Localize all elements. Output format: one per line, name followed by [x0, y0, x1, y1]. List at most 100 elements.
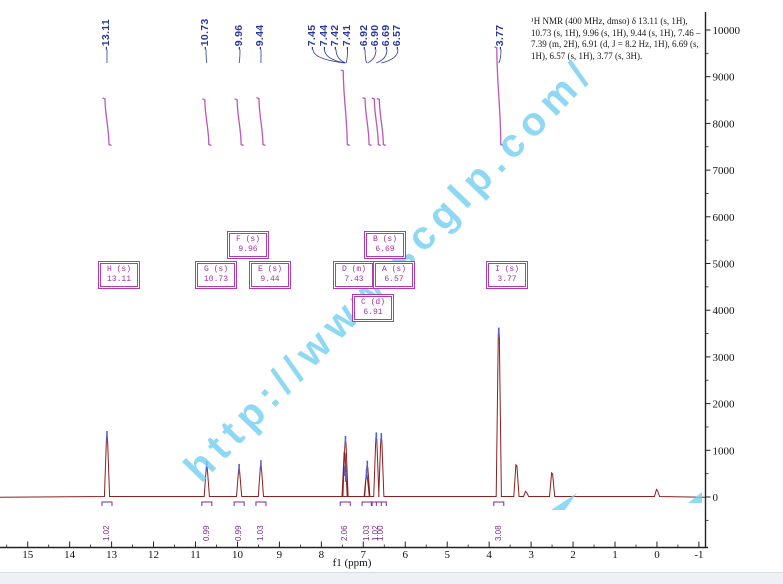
assignment-box-I: I (s) 3.77: [486, 261, 528, 289]
y-axis-tick-label: 1000: [713, 445, 736, 457]
x-axis-tick-label: 7: [361, 549, 367, 561]
nmr-annotation-text: ¹H NMR (400 MHz, dmso) δ 13.11 (s, 1H), …: [531, 16, 701, 62]
assignment-id-label: B (s): [372, 235, 397, 244]
x-axis-tick-label: 11: [190, 549, 201, 561]
assignment-id-label: C (d): [360, 298, 385, 307]
peak-shift-label: -10.73: [199, 18, 211, 50]
integral-curve: [494, 46, 504, 147]
integral-curve: [202, 98, 212, 147]
assignment-box-D: D (m) 7.43: [333, 261, 375, 289]
peak-label-leader: [367, 49, 377, 64]
peak-shift-label: -13.11: [100, 19, 112, 50]
assignment-shift-value: 6.69: [375, 245, 395, 254]
integral-value-label: 1.00: [376, 525, 386, 541]
y-axis-tick-label: 9000: [713, 72, 736, 84]
peak-shift-label: -7.44: [317, 24, 330, 50]
y-axis-tick-label: 7000: [713, 165, 736, 177]
x-axis-tick-label: 13: [106, 549, 118, 561]
peak-shift-label: -9.96: [233, 24, 245, 50]
assignment-id-label: F (s): [235, 235, 260, 244]
y-axis-tick-label: 4000: [713, 305, 736, 317]
peak-label-leader: [345, 49, 348, 64]
integral-region-bracket: [493, 501, 505, 506]
assignment-id-label: I (s): [494, 265, 519, 274]
peak-label-leader: [381, 49, 399, 64]
integral-value-label: 3.08: [493, 525, 503, 541]
x-axis-tick-label: 15: [22, 549, 34, 561]
watermark-fragment: [688, 492, 702, 503]
peak-label-leader: [324, 49, 345, 64]
integral-curve: [340, 69, 351, 147]
peak-label-leader: [312, 49, 345, 64]
x-axis-tick-label: 6: [403, 549, 409, 561]
x-axis-tick-label: -1: [694, 549, 703, 561]
peak-shift-label: -7.45: [306, 24, 318, 50]
x-axis-tick-label: 3: [528, 549, 534, 561]
assignment-box-G: G (s) 10.73: [195, 261, 237, 289]
x-axis-tick-label: 1: [612, 549, 618, 561]
y-axis-tick-label: 6000: [713, 212, 736, 224]
integral-curve: [256, 96, 266, 147]
x-axis-tick-label: 0: [654, 549, 660, 561]
peak-label-leader: [238, 49, 241, 64]
integral-region-bracket: [361, 501, 373, 506]
integral-curve: [234, 98, 244, 147]
integral-value-label: 0.99: [234, 525, 244, 541]
integral-curve: [102, 97, 112, 147]
peak-label-leader: [335, 49, 346, 64]
nmr-trace: [0, 332, 706, 498]
assignment-box-F: F (s) 9.96: [227, 231, 269, 259]
x-axis-tick-label: 10: [232, 549, 244, 561]
assignment-shift-value: 6.57: [384, 275, 404, 284]
y-axis-tick-label: 0: [713, 492, 719, 504]
x-axis-tick-label: 12: [148, 549, 159, 561]
y-axis-tick-label: 2000: [713, 399, 736, 411]
x-axis-tick-label: 5: [444, 549, 450, 561]
y-axis-tick-label: 8000: [713, 118, 736, 130]
assignment-shift-value: 9.96: [238, 245, 258, 254]
peak-label-leader: [205, 49, 208, 64]
peak-shift-label: -7.41: [340, 24, 353, 50]
assignment-shift-value: 13.11: [106, 275, 131, 284]
peak-label-leader: [364, 49, 368, 64]
integral-region-bracket: [201, 501, 213, 506]
assignment-box-C: C (d) 6.91: [352, 294, 394, 322]
y-axis-tick-label: 3000: [713, 352, 736, 364]
integral-value-label: 0.99: [201, 525, 211, 541]
integral-value-label: 1.02: [101, 525, 111, 541]
integral-region-bracket: [255, 501, 267, 506]
peak-label-leader: [498, 49, 502, 64]
assignment-box-H: H (s) 13.11: [98, 261, 140, 289]
peak-shift-label: -9.44: [254, 24, 266, 50]
y-axis-tick-label: 10000: [713, 25, 741, 37]
integral-curve: [376, 97, 387, 147]
assignment-box-B: B (s) 6.69: [364, 231, 406, 259]
x-axis-tick-label: 9: [277, 549, 283, 561]
x-axis-tick-label: 14: [64, 549, 76, 561]
integral-value-label: 1.03: [255, 525, 265, 541]
bottom-status-strip: [0, 572, 783, 584]
x-axis-tick-label: 4: [486, 549, 492, 561]
assignment-shift-value: 6.91: [363, 308, 383, 317]
y-axis-tick-label: 5000: [713, 259, 736, 271]
assignment-shift-value: 9.44: [260, 275, 280, 284]
integral-region-bracket: [375, 501, 387, 506]
assignment-box-E: E (s) 9.44: [249, 261, 291, 289]
peak-shift-label: -7.42: [329, 24, 341, 50]
assignment-shift-value: 10.73: [203, 275, 228, 284]
assignment-id-label: D (m): [341, 265, 366, 274]
assignment-box-A: A (s) 6.57: [373, 261, 415, 289]
assignment-shift-value: 3.77: [497, 275, 517, 284]
peak-label-leader: [376, 49, 388, 64]
assignment-id-label: H (s): [106, 265, 131, 274]
assignment-id-label: A (s): [381, 265, 406, 274]
integral-curve: [371, 97, 382, 147]
integral-region-bracket: [233, 501, 245, 506]
assignment-id-label: G (s): [203, 265, 228, 274]
integral-region-bracket: [339, 501, 351, 506]
integral-curve: [362, 96, 372, 147]
integral-value-label: 1.03: [362, 525, 372, 541]
watermark-fragment: [551, 493, 577, 510]
